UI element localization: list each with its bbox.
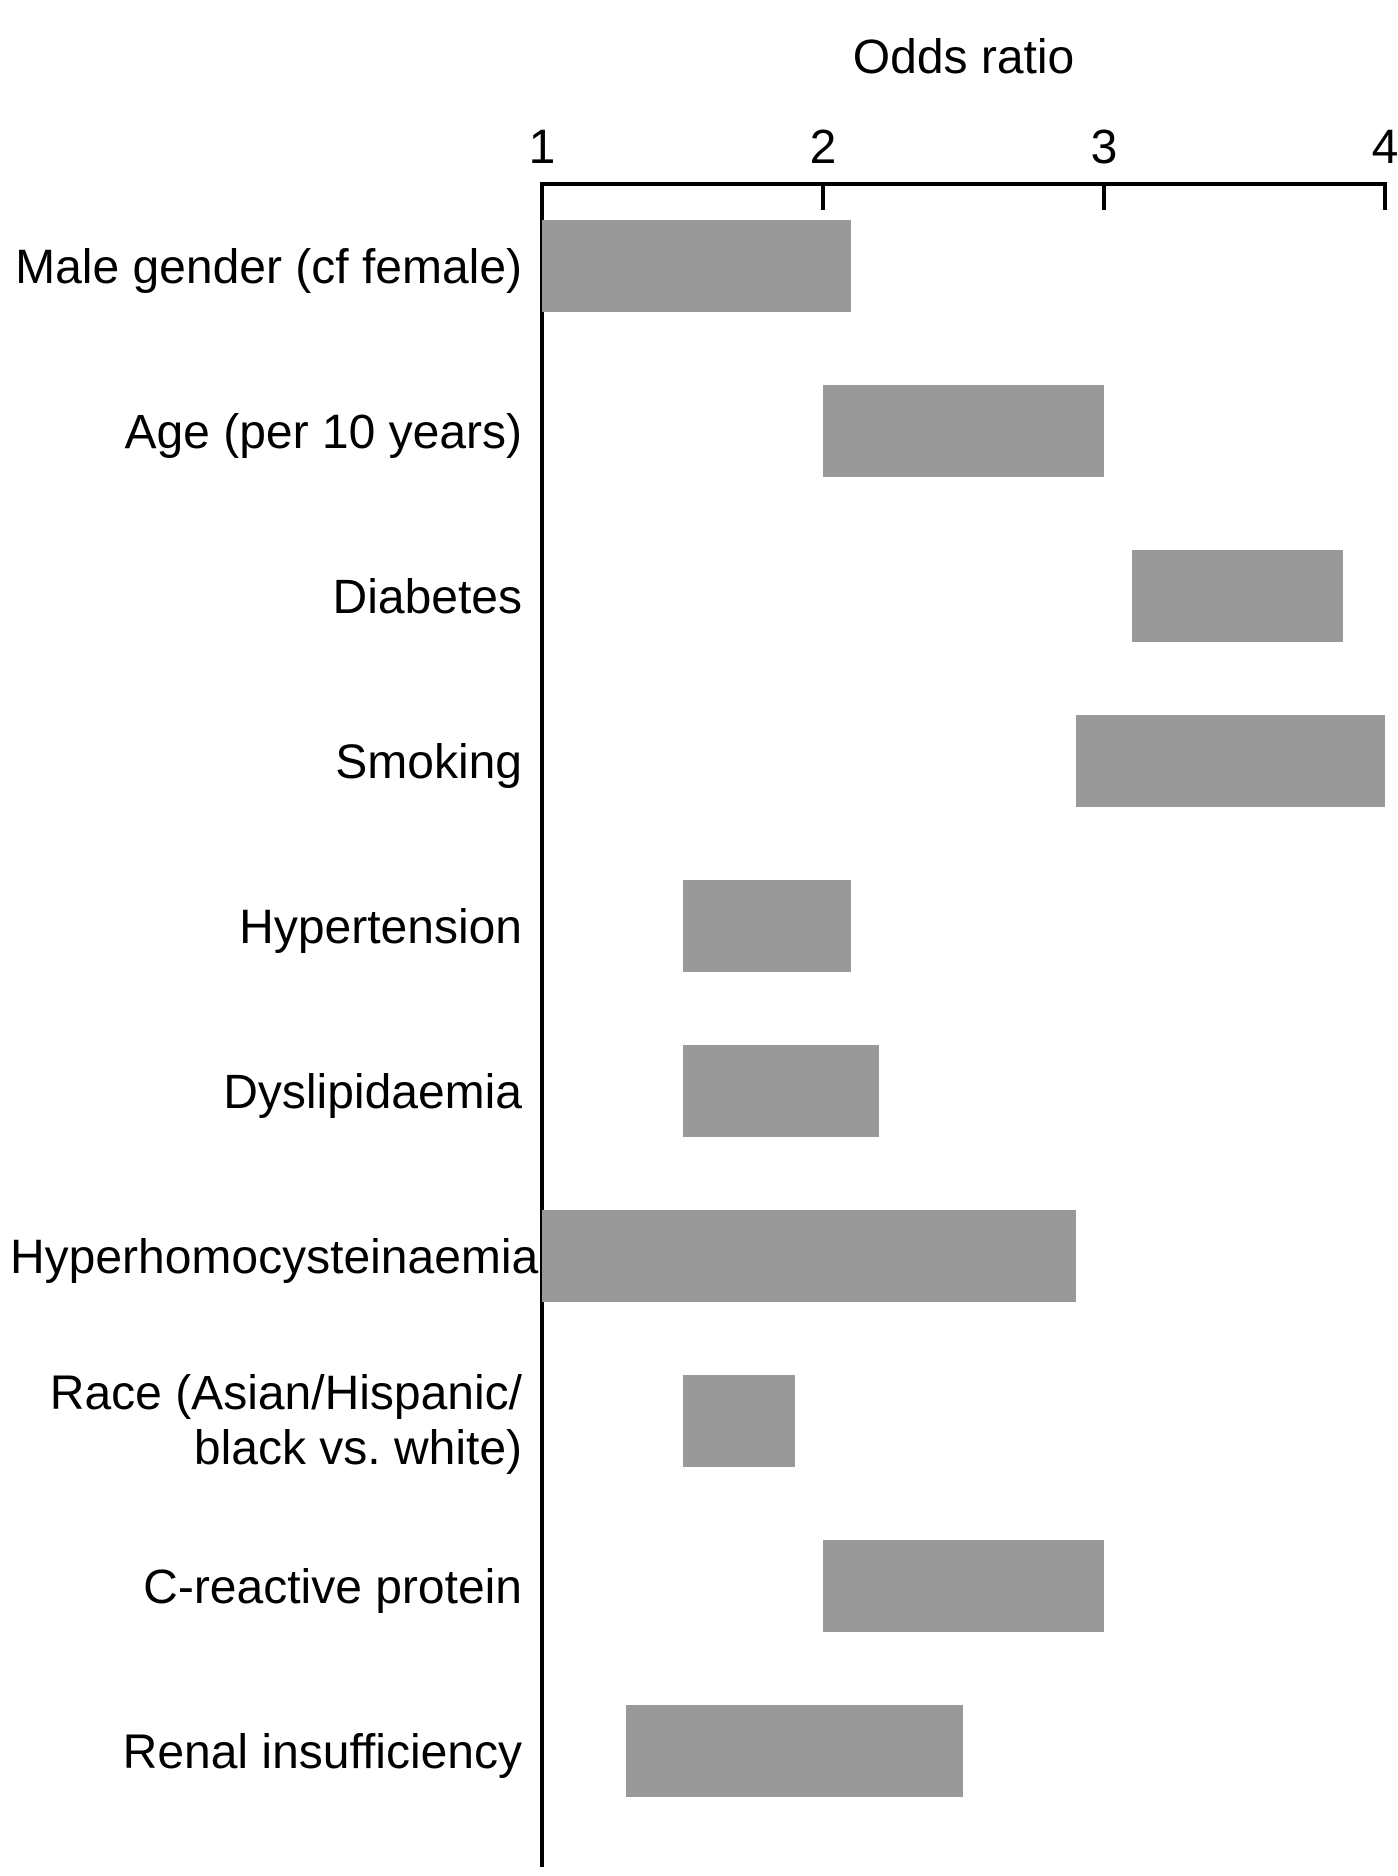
bar: [626, 1705, 963, 1797]
x-tick: [821, 182, 825, 210]
category-label: Hypertension: [10, 900, 522, 955]
x-tick-label: 2: [773, 120, 873, 175]
x-tick-label: 1: [492, 120, 592, 175]
category-label: Hyperhomocysteinaemia: [10, 1230, 522, 1285]
category-label: Smoking: [10, 735, 522, 790]
category-label: Male gender (cf female): [10, 240, 522, 295]
bar: [683, 1045, 880, 1137]
category-label: C-reactive protein: [10, 1560, 522, 1615]
x-axis-line: [542, 182, 1385, 186]
category-label: Renal insufficiency: [10, 1725, 522, 1780]
bar: [823, 1540, 1104, 1632]
category-label: Race (Asian/Hispanic/black vs. white): [10, 1366, 522, 1476]
bar: [542, 1210, 1076, 1302]
x-tick: [1102, 182, 1106, 210]
y-axis-line: [540, 182, 544, 1867]
bar: [1076, 715, 1385, 807]
x-tick: [1383, 182, 1387, 210]
category-label: Age (per 10 years): [10, 405, 522, 460]
bar: [683, 880, 852, 972]
category-label: Dyslipidaemia: [10, 1065, 522, 1120]
bar: [823, 385, 1104, 477]
odds-ratio-chart: Odds ratio 1 2 3 4 Male gender (cf female) Age…: [0, 0, 1398, 1876]
bar: [1132, 550, 1343, 642]
x-tick-label: 3: [1054, 120, 1154, 175]
bar: [542, 220, 851, 312]
axis-title: Odds ratio: [542, 30, 1385, 85]
bar: [683, 1375, 795, 1467]
category-label: Diabetes: [10, 570, 522, 625]
x-tick-label: 4: [1335, 120, 1398, 175]
